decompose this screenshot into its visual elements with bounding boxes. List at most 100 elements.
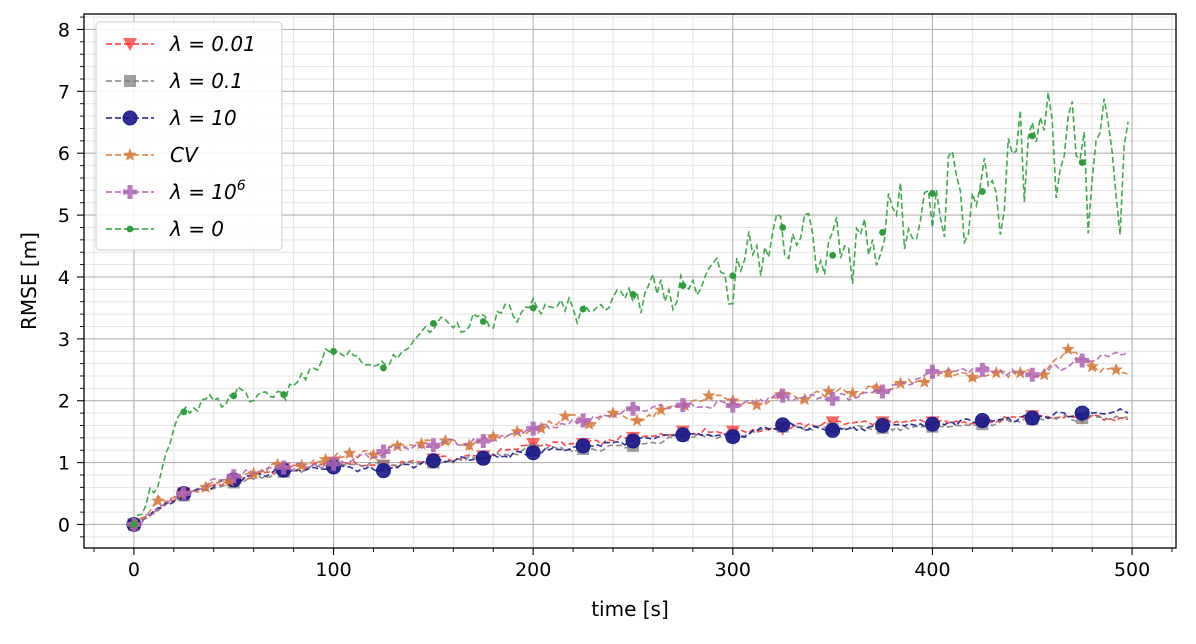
data-point xyxy=(875,384,890,399)
data-point xyxy=(929,190,936,197)
data-point xyxy=(582,417,596,430)
data-point xyxy=(414,437,429,450)
data-point xyxy=(526,421,541,436)
data-point xyxy=(629,290,637,298)
x-tick-label: 200 xyxy=(515,559,551,581)
data-point xyxy=(280,391,288,398)
data-point xyxy=(318,452,333,466)
data-point xyxy=(750,398,764,411)
data-point xyxy=(510,424,524,438)
data-point xyxy=(917,375,932,388)
data-point xyxy=(330,347,337,355)
y-tick-label: 2 xyxy=(58,391,70,413)
data-point xyxy=(1037,367,1051,381)
series-layer xyxy=(126,92,1129,532)
data-point xyxy=(366,448,381,461)
data-point xyxy=(675,427,691,443)
legend-superscript: 6 xyxy=(237,178,246,194)
x-tick-label: 100 xyxy=(315,559,351,581)
data-point xyxy=(375,463,391,479)
data-point xyxy=(825,391,840,406)
data-point xyxy=(390,438,405,452)
data-point xyxy=(779,224,787,231)
data-point xyxy=(798,392,812,406)
data-point xyxy=(821,384,836,398)
data-point xyxy=(534,421,548,435)
data-point xyxy=(941,365,956,379)
data-point xyxy=(1109,362,1123,376)
data-point xyxy=(625,433,641,449)
legend-swatch-marker xyxy=(124,75,136,87)
data-point xyxy=(576,413,591,428)
legend-item: λ = 0 xyxy=(106,217,224,241)
legend-label: λ = 0.1 xyxy=(169,69,243,93)
data-point xyxy=(429,319,437,327)
legend-label: λ = 10 xyxy=(169,106,237,130)
data-point xyxy=(729,272,737,280)
legend-item: λ = 0.01 xyxy=(106,32,256,56)
data-point xyxy=(475,450,491,466)
data-point xyxy=(151,493,165,507)
data-point xyxy=(654,403,668,416)
data-point xyxy=(606,406,620,419)
data-point xyxy=(975,362,990,377)
data-point xyxy=(702,388,716,402)
data-point xyxy=(825,422,841,438)
data-point xyxy=(869,381,884,395)
legend-item: λ = 0.1 xyxy=(106,69,243,93)
x-tick-label: 0 xyxy=(128,559,140,581)
data-point xyxy=(425,453,441,469)
y-tick-label: 0 xyxy=(58,514,70,536)
legend-swatch-marker xyxy=(122,110,138,126)
data-point xyxy=(426,438,441,453)
legend-swatch-marker xyxy=(123,185,137,199)
data-point xyxy=(989,365,1003,379)
data-point xyxy=(829,251,837,259)
y-tick-label: 6 xyxy=(58,143,70,165)
data-point xyxy=(775,417,791,433)
data-point xyxy=(725,398,740,413)
legend-label: λ = 0.01 xyxy=(169,32,256,56)
data-point xyxy=(925,364,940,379)
data-point xyxy=(130,521,138,528)
data-point xyxy=(1085,359,1099,373)
data-point xyxy=(380,364,387,372)
data-point xyxy=(376,444,391,459)
legend-item: λ = 106 xyxy=(106,178,246,204)
legend-label: λ = 106 xyxy=(169,178,246,204)
data-point xyxy=(924,416,940,432)
legend-label: CV xyxy=(170,143,199,167)
data-point xyxy=(223,474,237,487)
data-point xyxy=(879,229,886,236)
data-point xyxy=(679,282,687,290)
data-point xyxy=(294,458,309,472)
data-point xyxy=(1074,405,1090,421)
data-point xyxy=(1078,159,1086,166)
y-tick-label: 4 xyxy=(58,267,70,289)
y-tick-label: 5 xyxy=(58,205,70,227)
data-point xyxy=(1028,132,1036,140)
data-point xyxy=(180,408,188,416)
data-point xyxy=(630,413,644,427)
data-point xyxy=(1025,367,1040,382)
data-point xyxy=(326,456,341,471)
data-point xyxy=(438,433,452,447)
plot-frame xyxy=(83,13,1177,549)
data-point xyxy=(342,446,357,459)
data-point xyxy=(1075,353,1090,368)
x-tick-label: 400 xyxy=(914,559,950,581)
y-tick-label: 1 xyxy=(58,453,70,475)
y-tick-label: 8 xyxy=(58,19,70,41)
data-point xyxy=(625,401,640,416)
legend-swatch-marker xyxy=(123,148,137,161)
legend-label: λ = 0 xyxy=(169,217,224,241)
axis-ticks: 0 100 200 300 400 500 0 1 2 3 4 5 6 7 8 xyxy=(58,16,1173,581)
data-point xyxy=(270,457,285,471)
data-point xyxy=(230,392,238,400)
data-point xyxy=(1061,342,1075,356)
data-point xyxy=(529,304,537,312)
data-point xyxy=(1024,410,1040,426)
data-point xyxy=(276,460,291,475)
